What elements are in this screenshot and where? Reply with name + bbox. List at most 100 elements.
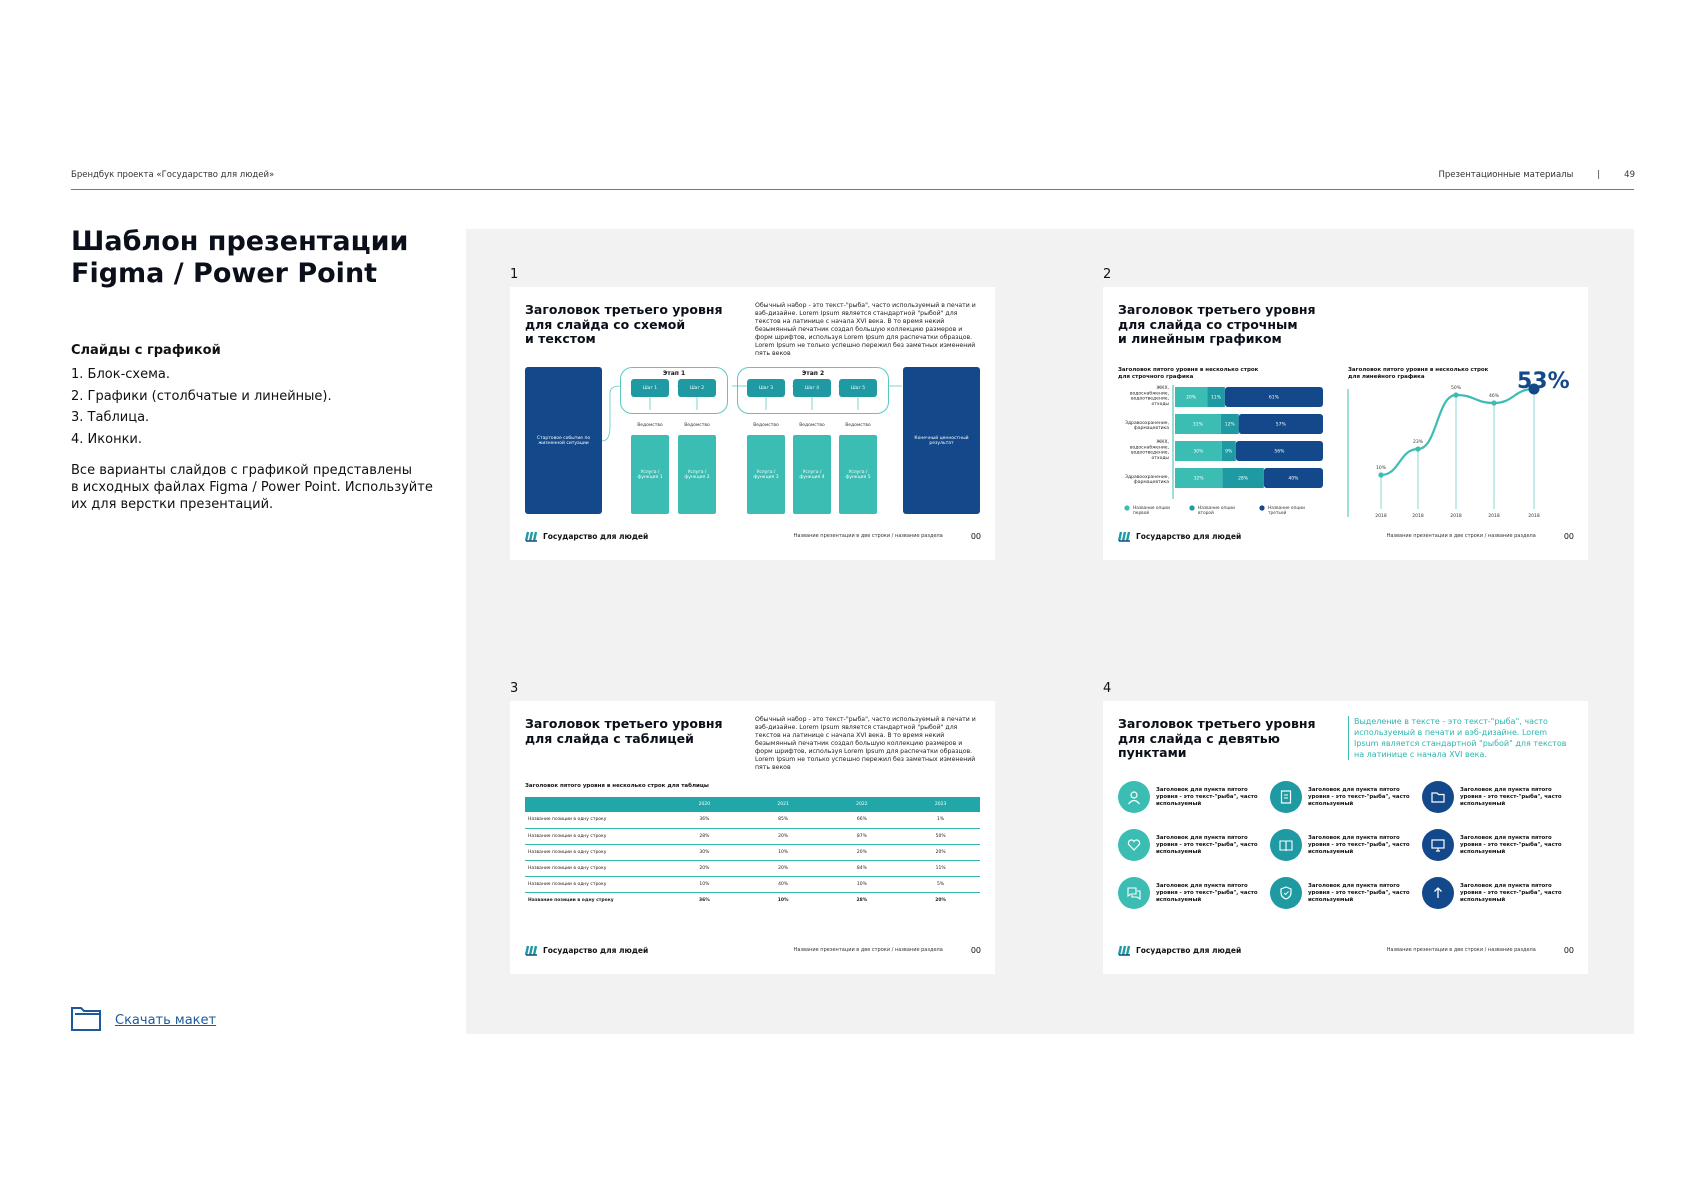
service-1: Услуга / функция 1 <box>631 435 669 514</box>
table-cell: 50% <box>901 828 980 845</box>
slide-text: Обычный набор - это текст-"рыба", часто … <box>755 716 976 771</box>
logo-text: Государство для людей <box>543 945 649 955</box>
legend-marker <box>1189 505 1195 511</box>
folder-icon <box>1422 781 1454 813</box>
bar-data-label: 11% <box>1211 395 1222 401</box>
slide-footer: Государство для людей Название презентац… <box>1118 530 1574 542</box>
bar-segment <box>1235 441 1323 461</box>
table-cell: 20% <box>901 844 980 861</box>
table-cell: 20% <box>935 897 947 903</box>
slide-footer: Государство для людей Название презентац… <box>525 944 981 956</box>
bar-data-label: 32% <box>1194 476 1205 482</box>
stage-2: Этап 2 <box>737 367 889 414</box>
bar-data-label: 12% <box>1225 422 1236 428</box>
table-cell: Название позиции в одну строку <box>525 844 665 861</box>
highlight-text: Выделение в тексте - это текст-"рыба", ч… <box>1348 716 1573 760</box>
icon-list-item: Заголовок для пункта пятого уровня - это… <box>1118 877 1263 909</box>
section-name: Презентационные материалы <box>1438 170 1574 180</box>
icon-list-item: Заголовок для пункта пятого уровня - это… <box>1118 829 1263 861</box>
icon-list-item: Заголовок для пункта пятого уровня - это… <box>1270 877 1415 909</box>
agency-label: Ведомство <box>799 423 825 428</box>
icon-item-text: Заголовок для пункта пятого уровня - это… <box>1308 786 1410 807</box>
footer-page: 00 <box>1563 945 1574 955</box>
slide-number: 2 <box>1103 267 1112 282</box>
logo-text: Государство для людей <box>543 531 649 541</box>
table-cell: 36% <box>698 897 710 903</box>
slide-number: 1 <box>510 267 519 282</box>
data-point <box>1528 383 1540 395</box>
data-point <box>1491 400 1497 406</box>
table-cell: 85% <box>743 812 823 829</box>
step-3: Шаг 3 <box>747 379 785 397</box>
bar-segment <box>1175 468 1223 488</box>
slide-title: Заголовок третьего уровня для слайда со … <box>1118 302 1316 346</box>
bar-segment <box>1220 414 1239 434</box>
book-icon <box>1270 829 1302 861</box>
service-3: Услуга / функция 3 <box>747 435 785 514</box>
monitor-icon <box>1422 829 1454 861</box>
x-tick-label: 2018 <box>1488 513 1500 519</box>
series-line <box>1380 387 1535 477</box>
download-label[interactable]: Скачать макет <box>115 1012 217 1028</box>
data-point <box>1378 472 1384 478</box>
bar-segment <box>1263 468 1323 488</box>
icon-item-text: Заголовок для пункта пятого уровня - это… <box>1460 882 1562 903</box>
footer-page: 00 <box>970 531 981 541</box>
point-label: 50% <box>1451 385 1462 391</box>
legend-marker <box>1259 505 1265 511</box>
download-link[interactable]: Скачать макет <box>71 1005 216 1035</box>
bar-segment <box>1238 414 1323 434</box>
footer-caption: Название презентации в две строки / назв… <box>1386 533 1536 539</box>
section-title: Слайды с графикой <box>71 343 221 358</box>
footer-page: 00 <box>1563 531 1574 541</box>
footer-caption: Название презентации в две строки / назв… <box>1386 947 1536 953</box>
slide-types-list: 1. Блок-схема. 2. Графики (столбчатые и … <box>71 364 332 450</box>
logo: Государство для людей <box>1118 945 1241 956</box>
table-cell: 66% <box>822 812 902 829</box>
table-row: Название позиции в одну строку 20% 20% 84% 1… <box>525 860 980 877</box>
bar-segment <box>1175 387 1208 407</box>
bar-data-label: 56% <box>1274 449 1285 455</box>
x-tick-label: 2018 <box>1450 513 1462 519</box>
footer-page: 00 <box>970 945 981 955</box>
icon-list-item: Заголовок для пункта пятого уровня - это… <box>1422 877 1567 909</box>
bar-category-label: Здравоохранение, фармацевтика <box>1125 474 1169 485</box>
legend-label: Название опции второй <box>1198 505 1235 516</box>
service-2: Услуга / функция 2 <box>678 435 716 514</box>
header-right: Презентационные материалы | 49 <box>1438 170 1635 180</box>
list-item: 1. Блок-схема. <box>71 367 171 382</box>
step-1: Шаг 1 <box>631 379 669 397</box>
table-header-cell: 2023 <box>901 797 980 812</box>
icon-item-text: Заголовок для пункта пятого уровня - это… <box>1308 882 1410 903</box>
legend-label: Название опции первой <box>1133 505 1170 516</box>
slide-footer: Государство для людей Название презентац… <box>1118 944 1574 956</box>
icon-list-item: Заголовок для пункта пятого уровня - это… <box>1422 829 1567 861</box>
table-row: Название позиции в одну строку 36% 10% 28% 2… <box>525 892 980 908</box>
logo: Государство для людей <box>1118 531 1241 542</box>
service-5: Услуга / функция 5 <box>839 435 877 514</box>
slide-number: 4 <box>1103 681 1112 696</box>
service-4: Услуга / функция 4 <box>793 435 831 514</box>
legend-label: Название опции третьей <box>1268 505 1305 516</box>
icon-item-text: Заголовок для пункта пятого уровня - это… <box>1156 786 1258 807</box>
x-tick-label: 2018 <box>1412 513 1424 519</box>
header-divider <box>71 189 1634 190</box>
slide-number: 3 <box>510 681 519 696</box>
agency-label: Ведомство <box>845 423 871 428</box>
bar-segment <box>1221 441 1236 461</box>
description: Все варианты слайдов с графикой представ… <box>71 463 433 512</box>
table-header-cell: 2020 <box>665 797 744 812</box>
stage-label: Этап 2 <box>801 370 825 377</box>
list-item: 2. Графики (столбчатые и линейные). <box>71 388 332 404</box>
bar-data-label: 31% <box>1193 422 1204 428</box>
table-cell: 10% <box>665 876 744 893</box>
logo-text: Государство для людей <box>1136 531 1242 541</box>
logo-icon <box>525 531 538 542</box>
bar-segment <box>1207 387 1225 407</box>
table-cell: 28% <box>665 828 744 845</box>
footer-caption: Название презентации в две строки / назв… <box>793 947 943 953</box>
table-row: Название позиции в одну строку 28% 20% 87% 5… <box>525 828 980 845</box>
step-4: Шаг 4 <box>793 379 831 397</box>
table-row: Название позиции в одну строку 36% 85% 66% 1… <box>525 812 980 829</box>
slide-charts: Заголовок третьего уровня для слайда со … <box>1103 287 1588 560</box>
